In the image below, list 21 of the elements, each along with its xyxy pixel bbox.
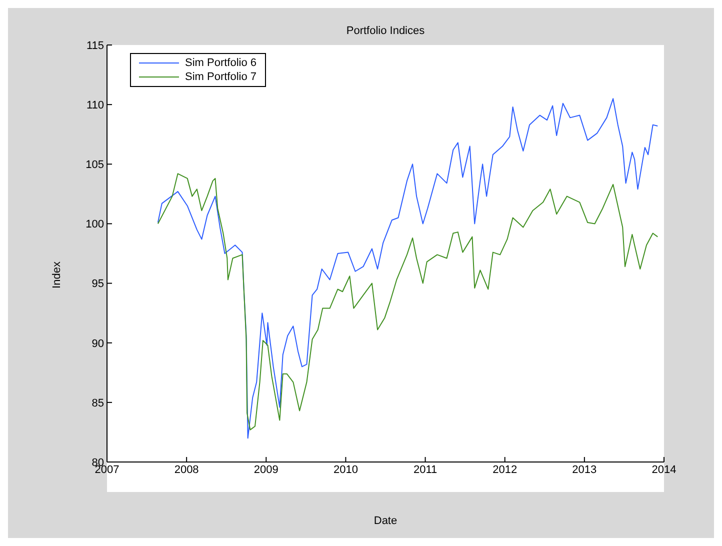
- legend-label: Sim Portfolio 6: [185, 56, 257, 70]
- y-tick-label: 100: [86, 218, 104, 231]
- y-axis-title: Index: [51, 260, 64, 290]
- line-series: [157, 98, 658, 439]
- x-tick-label: 2012: [492, 464, 518, 476]
- y-tick-label: 90: [92, 338, 104, 350]
- x-axis-title: Date: [372, 515, 398, 527]
- y-tick-label: 115: [86, 40, 104, 52]
- x-tick-label: 2011: [413, 464, 438, 476]
- legend-label: Sim Portfolio 7: [185, 70, 257, 84]
- x-tick-label: 2008: [174, 464, 199, 476]
- chart-title: Portfolio Indices: [345, 25, 426, 37]
- y-tick-label: 110: [86, 99, 104, 112]
- y-tick-label: 85: [92, 397, 104, 410]
- x-tick-label: 2010: [333, 464, 358, 476]
- x-tick-label: 2013: [572, 464, 597, 476]
- x-tick-label: 2009: [254, 464, 278, 476]
- y-tick-label: 105: [86, 159, 104, 172]
- line-series: [157, 173, 658, 430]
- y-tick-label: 95: [92, 278, 104, 290]
- x-tick-label: 2014: [652, 464, 676, 476]
